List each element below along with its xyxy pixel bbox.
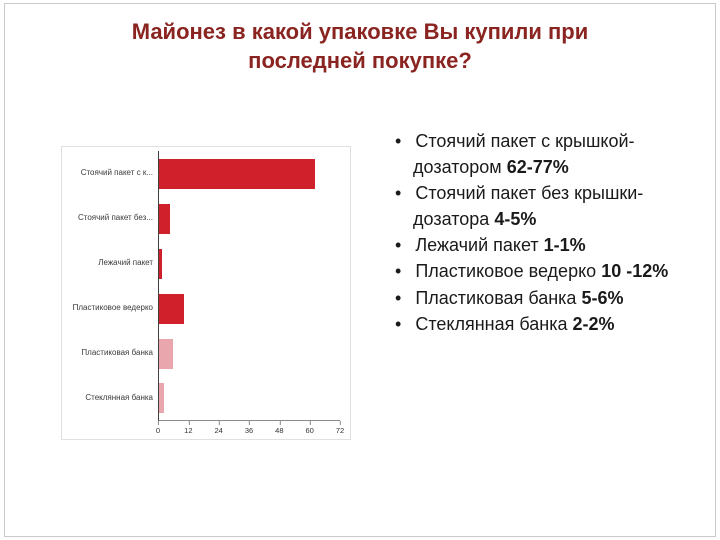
bullet-value: 2-2% — [572, 313, 615, 334]
bullet-item: Стоячий пакет с крышкой-дозатором 62-77% — [395, 128, 677, 180]
x-tick-label: 0 — [155, 421, 161, 435]
chart-bar — [159, 203, 171, 234]
bullet-item: Пластиковое ведерко 10 -12% — [395, 258, 677, 284]
chart-bar-area — [158, 151, 340, 196]
bullet-value: 4-5% — [494, 209, 537, 230]
chart-category-label: Стеклянная банка — [85, 393, 153, 403]
chart-bar-area — [158, 376, 341, 421]
x-tick-label: 60 — [305, 421, 314, 435]
page-title-line1: Майонез в какой упаковке Вы купили при — [131, 19, 589, 44]
bullet-text: Лежачий пакет — [415, 235, 539, 256]
x-tick-label: 48 — [275, 421, 284, 435]
chart-bar — [159, 158, 315, 189]
page-title: Майонез в какой упаковке Вы купили при п… — [35, 18, 685, 75]
chart-bar — [159, 338, 173, 369]
chart-row: Лежачий пакет — [66, 241, 340, 286]
bullet-value: 5-6% — [581, 287, 624, 308]
chart-category-label: Стоячий пакет с к... — [80, 168, 153, 178]
chart-x-axis: 0 12 24 36 48 60 72 — [66, 421, 344, 437]
bullet-text: Пластиковая банка — [415, 287, 577, 308]
slide: Майонез в какой упаковке Вы купили при п… — [4, 3, 716, 537]
x-tick-label: 36 — [244, 421, 254, 435]
bullet-item: Стоячий пакет без крышки-дозатора 4-5% — [395, 180, 677, 232]
bullet-item: Стеклянная банка 2-2% — [395, 311, 677, 337]
chart-plot-area: Стоячий пакет с к... Стоячий пакет без...… — [66, 151, 341, 421]
packaging-bar-chart: Стоячий пакет с к... Стоячий пакет без...… — [61, 146, 352, 440]
bullet-text: Стоячий пакет с крышкой-дозатором — [413, 131, 635, 178]
content-area: Стоячий пакет с к... Стоячий пакет без...… — [61, 122, 677, 440]
bullet-value: 10 -12% — [601, 261, 669, 282]
x-tick-label: 72 — [335, 421, 345, 435]
chart-row: Пластиковая банка — [66, 331, 340, 376]
bullet-text: Пластиковое ведерко — [415, 261, 597, 282]
bullet-text: Стеклянная банка — [415, 313, 568, 334]
chart-row: Пластиковое ведерко — [66, 286, 340, 331]
bullet-item: Пластиковая банка 5-6% — [395, 285, 677, 311]
chart-row: Стоячий пакет без... — [66, 196, 340, 241]
bullet-list: Стоячий пакет с крышкой-дозатором 62-77%… — [351, 128, 677, 440]
bullet-value: 62-77% — [506, 157, 569, 178]
chart-bar — [159, 248, 162, 279]
chart-bar-area — [158, 331, 340, 376]
chart-bar-area — [158, 286, 340, 331]
chart-category-label: Лежачий пакет — [98, 258, 153, 268]
chart-category-label: Стоячий пакет без... — [77, 213, 153, 223]
chart-row: Стеклянная банка — [66, 376, 341, 421]
chart-bar — [159, 293, 185, 324]
chart-category-label: Пластиковая банка — [81, 348, 153, 358]
x-tick-label: 24 — [214, 421, 223, 435]
chart-bar — [159, 383, 165, 413]
x-tick-label: 12 — [184, 421, 193, 435]
bullet-value: 1-1% — [543, 235, 586, 256]
chart-row: Стоячий пакет с к... — [66, 151, 340, 196]
page-title-line2: последней покупке? — [248, 47, 472, 73]
chart-x-tick-area: 0 12 24 36 48 60 72 — [155, 421, 344, 437]
bullet-text: Стоячий пакет без крышки-дозатора — [413, 183, 644, 230]
chart-bar-area — [158, 241, 340, 286]
chart-bar-area — [158, 196, 340, 241]
chart-axis-spacer — [66, 421, 158, 437]
chart-category-label: Пластиковое ведерко — [72, 303, 153, 313]
bullet-item: Лежачий пакет 1-1% — [395, 232, 677, 258]
